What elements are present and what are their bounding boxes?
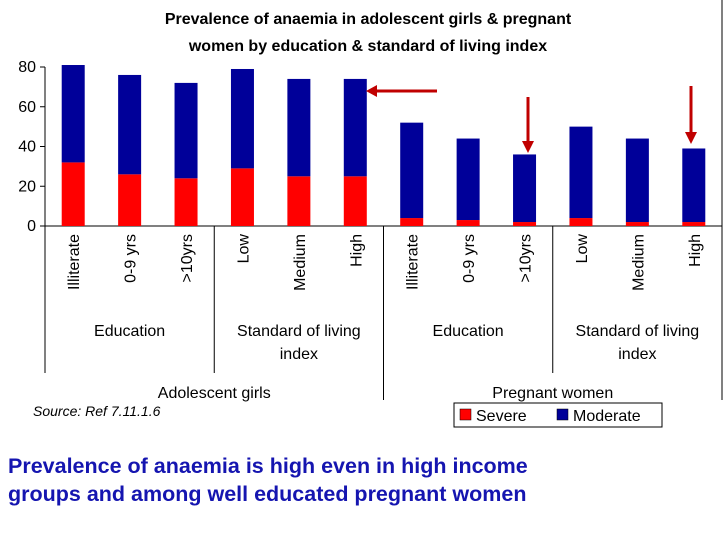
bar-severe-3 — [230, 168, 254, 226]
arrow-head-10yrs-pregnant — [522, 141, 534, 153]
bar-moderate-4 — [287, 78, 311, 177]
bar-moderate-11 — [682, 148, 706, 223]
category-label: Low — [574, 234, 591, 264]
bar-moderate-7 — [456, 138, 480, 221]
legend-label-moderate: Moderate — [573, 408, 641, 425]
bar-moderate-5 — [343, 78, 367, 177]
bar-moderate-3 — [230, 68, 254, 169]
y-tick-label: 60 — [18, 99, 36, 116]
caption-line-1: Prevalence of anaemia is high even in hi… — [8, 454, 528, 478]
category-label: 0-9 yrs — [461, 234, 478, 283]
bar-severe-11 — [682, 222, 706, 226]
bar-severe-4 — [287, 176, 311, 226]
group-label: index — [618, 346, 656, 363]
group-label: Standard of living — [237, 323, 361, 340]
bar-severe-7 — [456, 220, 480, 226]
bar-severe-9 — [569, 218, 593, 226]
arrow-head-high-girls — [366, 85, 377, 97]
supergroup-label: Pregnant women — [492, 385, 613, 402]
y-tick-label: 20 — [18, 178, 36, 195]
bar-severe-6 — [400, 218, 424, 226]
chart-title-line-2: women by education & standard of living … — [188, 38, 547, 55]
y-tick-label: 80 — [18, 59, 36, 76]
bar-severe-5 — [343, 176, 367, 226]
bar-severe-1 — [118, 174, 142, 226]
category-label: High — [687, 234, 704, 267]
bar-moderate-1 — [118, 74, 142, 175]
bar-moderate-6 — [400, 122, 424, 219]
legend-swatch-moderate — [556, 408, 569, 421]
group-label: index — [280, 346, 318, 363]
group-label: Standard of living — [576, 323, 700, 340]
bar-severe-0 — [61, 162, 85, 226]
slide-caption: Prevalence of anaemia is high even in hi… — [8, 452, 720, 508]
category-label: Illiterate — [405, 234, 422, 290]
bar-severe-10 — [625, 222, 649, 226]
category-label: Illiterate — [66, 234, 83, 290]
y-tick-label: 40 — [18, 139, 36, 156]
category-label: Low — [235, 234, 252, 264]
arrow-head-high-pregnant — [685, 132, 697, 144]
group-label: Education — [433, 323, 504, 340]
bar-moderate-0 — [61, 65, 85, 163]
category-label: >10yrs — [518, 234, 535, 282]
source-note: Source: Ref 7.11.1.6 — [33, 403, 161, 419]
group-label: Education — [94, 323, 165, 340]
bar-moderate-8 — [513, 154, 537, 223]
bar-severe-8 — [513, 222, 537, 226]
supergroup-label: Adolescent girls — [158, 385, 271, 402]
bar-moderate-2 — [174, 82, 198, 179]
y-tick-label: 0 — [27, 218, 36, 235]
chart-title-line-1: Prevalence of anaemia in adolescent girl… — [165, 11, 572, 28]
legend-swatch-severe — [459, 408, 472, 421]
category-label: Medium — [292, 234, 309, 291]
bar-moderate-10 — [625, 138, 649, 223]
category-label: >10yrs — [179, 234, 196, 282]
plot-area: 0 20 40 60 80 Illiterate 0-9 yrs >10yrs Low Mediu… — [18, 59, 723, 428]
caption-line-2: groups and among well educated pregnant … — [8, 482, 527, 506]
legend-label-severe: Severe — [476, 408, 527, 425]
category-label: High — [348, 234, 365, 267]
bar-severe-2 — [174, 178, 198, 226]
category-label: Medium — [630, 234, 647, 291]
category-label: 0-9 yrs — [123, 234, 140, 283]
bar-moderate-9 — [569, 126, 593, 219]
